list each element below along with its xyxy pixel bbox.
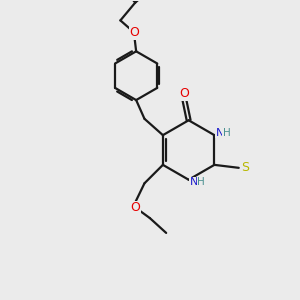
Text: O: O (179, 87, 189, 100)
Text: O: O (130, 26, 140, 39)
Text: N: N (215, 128, 224, 138)
Text: H: H (197, 177, 205, 187)
Text: O: O (130, 201, 140, 214)
Text: H: H (223, 128, 231, 138)
Text: N: N (190, 177, 198, 187)
Text: S: S (241, 161, 249, 174)
